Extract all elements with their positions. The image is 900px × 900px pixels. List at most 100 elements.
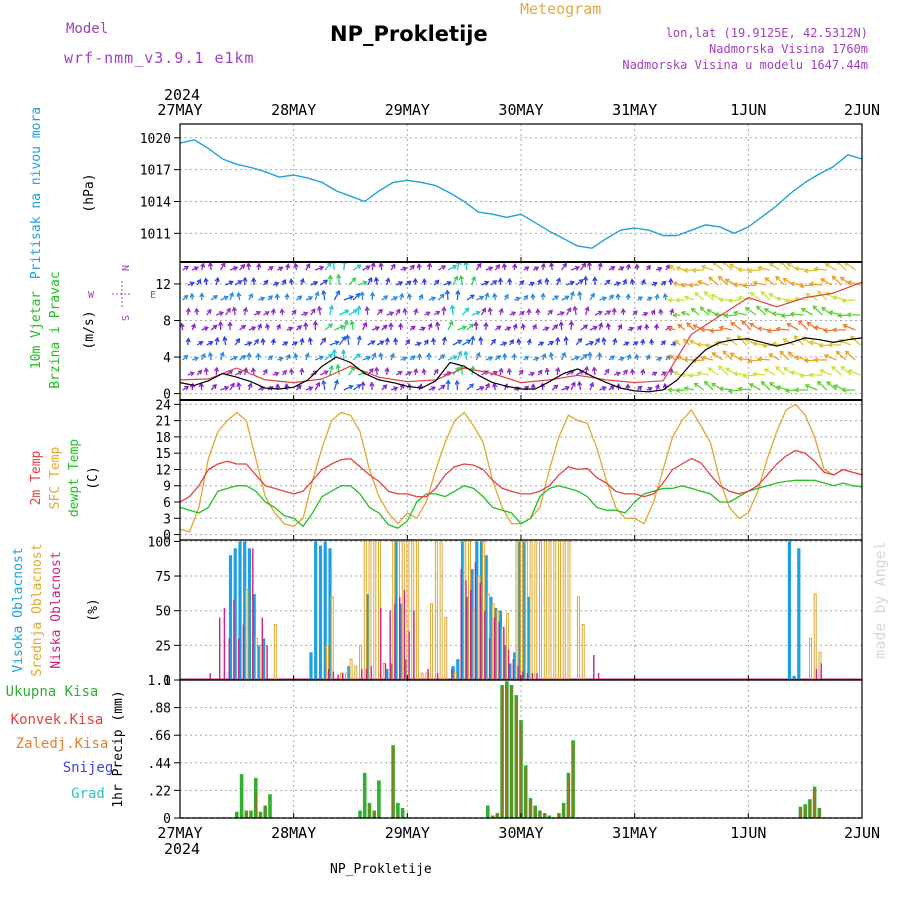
- cloud-mid-label: Srednja Oblacnost: [30, 543, 45, 676]
- wind-arrow-head: [515, 386, 521, 392]
- wind-arrow-head: [288, 326, 294, 332]
- wind-arrow: [343, 320, 348, 331]
- x-label-top: 27MAY: [157, 101, 202, 119]
- cloud-low-bar: [370, 666, 372, 680]
- wind-arrow-head: [454, 379, 460, 385]
- x-label-bottom: 31MAY: [612, 824, 657, 842]
- wind-arrow-head: [824, 263, 830, 268]
- cloud-mid-bar: [562, 540, 566, 681]
- wind-arrow-head: [732, 371, 738, 377]
- wind-arrow-head: [360, 380, 366, 387]
- cloud-high-bar: [404, 659, 408, 680]
- y-tick-label: 4: [163, 351, 171, 366]
- precip-total-bar: [547, 815, 552, 818]
- wind-arrow: [561, 386, 570, 391]
- wind-arrow-head: [789, 311, 795, 317]
- wind-arrow-head: [534, 356, 540, 362]
- wind-arrow-head: [730, 321, 736, 327]
- wind-arrow-head: [596, 351, 603, 357]
- watermark: made by Angel: [871, 541, 889, 658]
- wind-arrow-head: [268, 386, 274, 391]
- year-label-top: 2024: [164, 86, 200, 104]
- wind-arrow: [561, 352, 566, 361]
- wind-arrow: [580, 354, 588, 361]
- cloud-high-bar: [394, 541, 398, 680]
- wind-arrow: [357, 281, 367, 286]
- wind-arrow-head: [368, 368, 374, 374]
- wind-arrow-head: [284, 292, 290, 299]
- wind-arrow-head: [703, 290, 709, 296]
- wind-arrow-head: [479, 295, 485, 301]
- wind-arrow-head: [675, 297, 681, 303]
- wind-arrow: [775, 276, 785, 286]
- wind-arrow-head: [696, 370, 702, 376]
- wind-arrow-head: [548, 309, 553, 315]
- wind-arrow: [570, 266, 580, 271]
- wind-arrow-head: [278, 266, 284, 272]
- cloud-mid-bar: [553, 540, 557, 681]
- cloud-low-bar: [451, 668, 453, 680]
- wind-arrow-head: [518, 369, 524, 375]
- wind-arrow-head: [384, 366, 390, 373]
- wind-arrow-head: [761, 343, 767, 349]
- wind-arrow: [357, 336, 361, 346]
- wind-arrow-head: [254, 338, 259, 344]
- wind-arrow: [847, 281, 861, 286]
- wind-arrow-head: [416, 341, 422, 347]
- wind-arrow-head: [457, 339, 463, 345]
- wind-arrow-head: [827, 342, 833, 348]
- wind-arrow-head: [548, 351, 555, 358]
- wind-arrow-head: [615, 281, 621, 287]
- wind-arrow: [775, 366, 785, 376]
- cloud-high-bar: [470, 569, 474, 680]
- wind-arrow-head: [194, 307, 200, 313]
- wind-arrow-head: [732, 310, 739, 316]
- wind-arrow-head: [775, 365, 781, 371]
- wind-arrow-head: [200, 262, 206, 268]
- wind-arrow-head: [668, 264, 674, 270]
- wind-arrow-head: [348, 384, 354, 390]
- wind-arrow: [442, 337, 446, 346]
- wind-arrow: [743, 374, 757, 377]
- precip-conv-bar: [368, 805, 371, 818]
- wind-arrow: [466, 383, 474, 391]
- wind-arrow-head: [458, 274, 464, 281]
- cloud-high-bar: [347, 666, 351, 680]
- wind-arrow-head: [212, 294, 218, 300]
- wind-arrow-head: [783, 366, 789, 372]
- wind-arrow-head: [680, 282, 686, 288]
- wind-arrow-head: [397, 370, 403, 376]
- x-label-top: 31MAY: [612, 101, 657, 119]
- wind-arrow-head: [453, 275, 459, 281]
- cloud-low-bar: [233, 599, 235, 680]
- wind-arrow: [840, 366, 852, 376]
- wind-arrow-head: [737, 356, 743, 362]
- wind-arrow-head: [800, 307, 806, 313]
- wind-arrow-head: [626, 353, 632, 359]
- wind-arrow: [706, 344, 719, 347]
- wind-arrow: [578, 291, 582, 301]
- altitude-label: Nadmorska Visina 1760m: [709, 42, 868, 56]
- wind-arrow-head: [426, 262, 433, 268]
- wind-arrow-head: [370, 340, 376, 345]
- wind-arrow-head: [441, 265, 447, 270]
- wind-arrow-head: [768, 382, 775, 387]
- wind-arrow-head: [847, 369, 853, 374]
- wind-arrow-head: [247, 341, 253, 347]
- cloud-high-bar: [527, 596, 531, 680]
- wind-arrow-head: [374, 366, 380, 372]
- wind-arrow: [561, 295, 569, 301]
- wind-arrow: [719, 326, 733, 331]
- wind-arrow-head: [662, 382, 668, 389]
- wind-arrow-head: [574, 265, 581, 271]
- wind-arrow: [362, 265, 370, 271]
- wind-arrow-head: [736, 335, 742, 341]
- wind-arrow-head: [328, 364, 334, 370]
- wind-arrow-head: [191, 323, 196, 329]
- cloud-mid-bar: [430, 603, 434, 681]
- wind-arrow-head: [638, 296, 644, 302]
- cloud-low-bar: [219, 617, 221, 680]
- pressure-unit-label: (hPa): [82, 173, 97, 212]
- wind-arrow-head: [348, 295, 354, 301]
